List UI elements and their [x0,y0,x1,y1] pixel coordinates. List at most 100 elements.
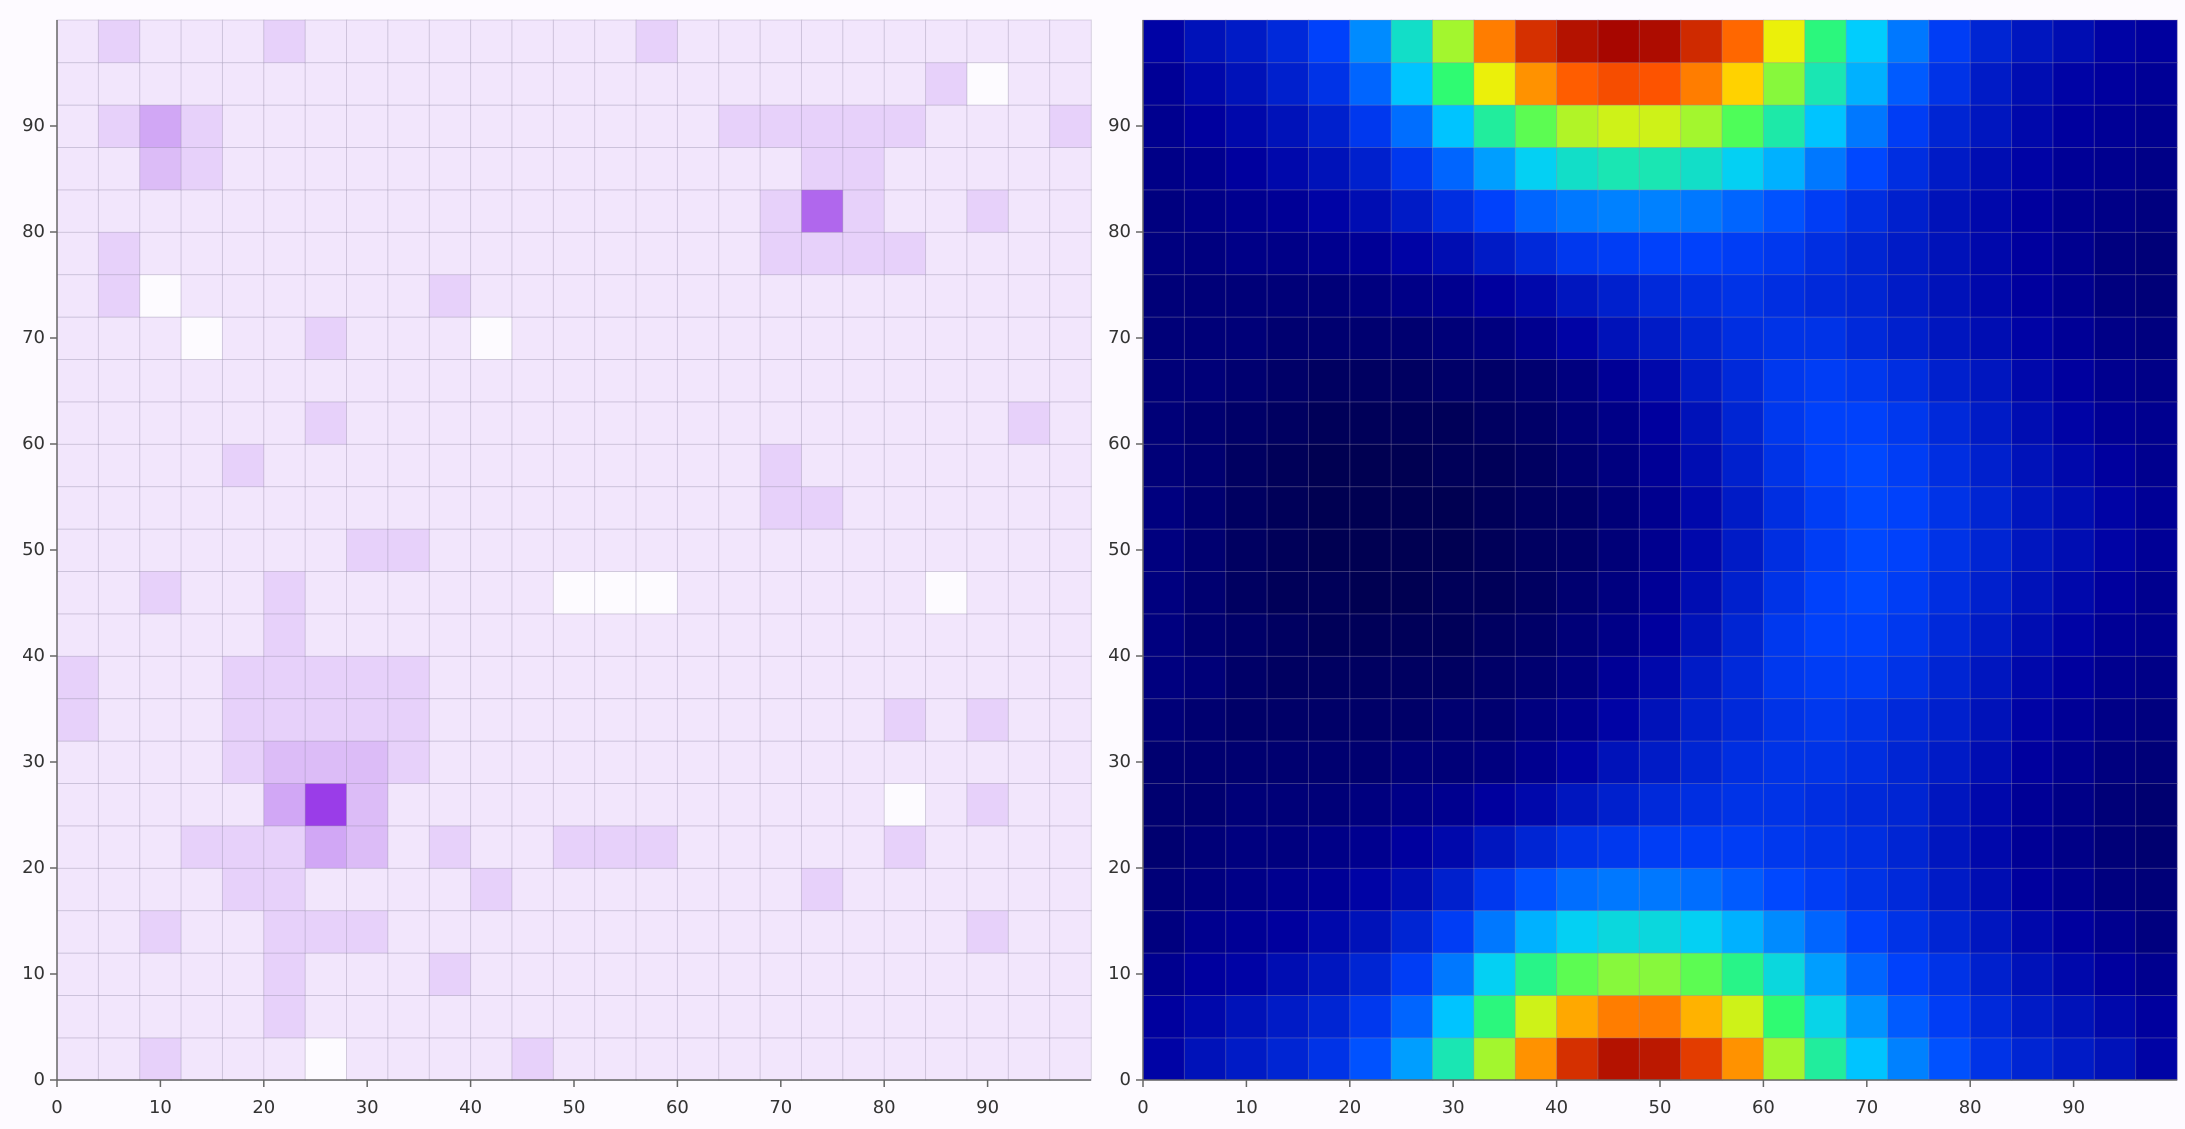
heatmap-cell [387,655,431,700]
heatmap-cell [1049,909,1092,954]
heatmap-cell [470,443,513,488]
heatmap-cell [56,613,100,657]
heatmap-cell [470,19,513,64]
heatmap-cell [759,19,803,64]
heatmap-cell [1969,358,2013,403]
heatmap-cell [2135,655,2178,700]
heatmap-cell [346,443,389,488]
heatmap-cell [800,825,844,869]
heatmap-cell [2093,443,2137,488]
heatmap-cell [883,19,927,64]
heatmap-cell [635,316,679,360]
heatmap-cell [1969,485,2013,530]
heatmap-cell [180,231,224,276]
heatmap-cell [1969,401,2013,445]
heatmap-cell [511,1037,555,1081]
heatmap-cell [842,189,886,233]
heatmap-cell [1432,189,1475,233]
heatmap-cell [2011,655,2054,700]
heatmap-cell [97,146,141,191]
heatmap-cell [552,867,596,912]
heatmap-cell [470,655,513,700]
heatmap-cell [594,528,637,572]
heatmap-cell [925,443,968,488]
heatmap-cell [1183,316,1227,360]
heatmap-cell [2093,570,2137,615]
heatmap-cell [2011,401,2054,445]
heatmap-cell [676,316,720,360]
heatmap-cell [800,401,844,445]
heatmap-cell [1721,655,1765,700]
heatmap-cell [2052,19,2096,64]
heatmap-cell [1142,570,1186,615]
heatmap-cell [759,231,803,276]
heatmap-cell [1556,994,1599,1039]
heatmap-cell [1804,19,1847,64]
heatmap-cell [1680,231,1723,276]
heatmap-cell [1597,485,1641,530]
heatmap-cell [2093,19,2137,64]
heatmap-cell [1473,358,1517,403]
heatmap-cell [1183,697,1227,742]
heatmap-cell [2135,1037,2178,1081]
heatmap-cell [676,401,720,445]
heatmap-cell [1266,570,1310,615]
heatmap-cell [1556,19,1599,64]
heatmap-cell [304,485,348,530]
heatmap-cell [718,485,761,530]
heatmap-cell [1183,655,1227,700]
heatmap-cell [2052,146,2096,191]
heatmap-cell [1432,443,1475,488]
heatmap-cell [1307,782,1351,827]
heatmap-cell [1845,104,1889,149]
heatmap-cell [1390,528,1434,572]
heatmap-cell [1886,104,1930,149]
heatmap-cell [2052,443,2096,488]
heatmap-cell [1307,867,1351,912]
heatmap-cell [1225,401,1268,445]
heatmap-cell [1680,358,1723,403]
heatmap-cell [221,740,265,784]
heatmap-cell [1680,697,1723,742]
heatmap-cell [221,61,265,106]
heatmap-cell [2052,104,2096,149]
heatmap-cell [1142,358,1186,403]
heatmap-cell [97,740,141,784]
heatmap-cell [883,782,927,827]
heatmap-cell [1390,570,1434,615]
heatmap-cell [1183,909,1227,954]
heatmap-cell [1721,867,1765,912]
heatmap-cell [428,825,472,869]
y-tick-label: 80 [22,221,45,242]
heatmap-cell [56,485,100,530]
heatmap-cell [511,528,555,572]
heatmap-cell [56,994,100,1039]
heatmap-cell [966,358,1010,403]
heatmap-cell [1225,19,1268,64]
heatmap-cell [387,273,431,318]
x-tick-label: 10 [149,1097,172,1118]
heatmap-cell [1928,655,1971,700]
heatmap-cell [97,273,141,318]
heatmap-cell [470,909,513,954]
heatmap-cell [1514,485,1558,530]
heatmap-cell [925,867,968,912]
heatmap-cell [1514,61,1558,106]
heatmap-cell [1049,697,1092,742]
heatmap-cell [1142,146,1186,191]
heatmap-cell [1680,61,1723,106]
heatmap-cell [1049,740,1092,784]
heatmap-cell [1804,613,1847,657]
heatmap-cell [1307,740,1351,784]
heatmap-cell [1969,697,2013,742]
heatmap-cell [1007,740,1051,784]
heatmap-cell [511,782,555,827]
heatmap-cell [635,909,679,954]
heatmap-cell [966,104,1010,149]
heatmap-cell [1142,104,1186,149]
heatmap-cell [800,104,844,149]
heatmap-cell [1349,401,1392,445]
heatmap-cells [1142,19,2178,1081]
heatmap-cell [594,1037,637,1081]
heatmap-cell [304,1037,348,1081]
